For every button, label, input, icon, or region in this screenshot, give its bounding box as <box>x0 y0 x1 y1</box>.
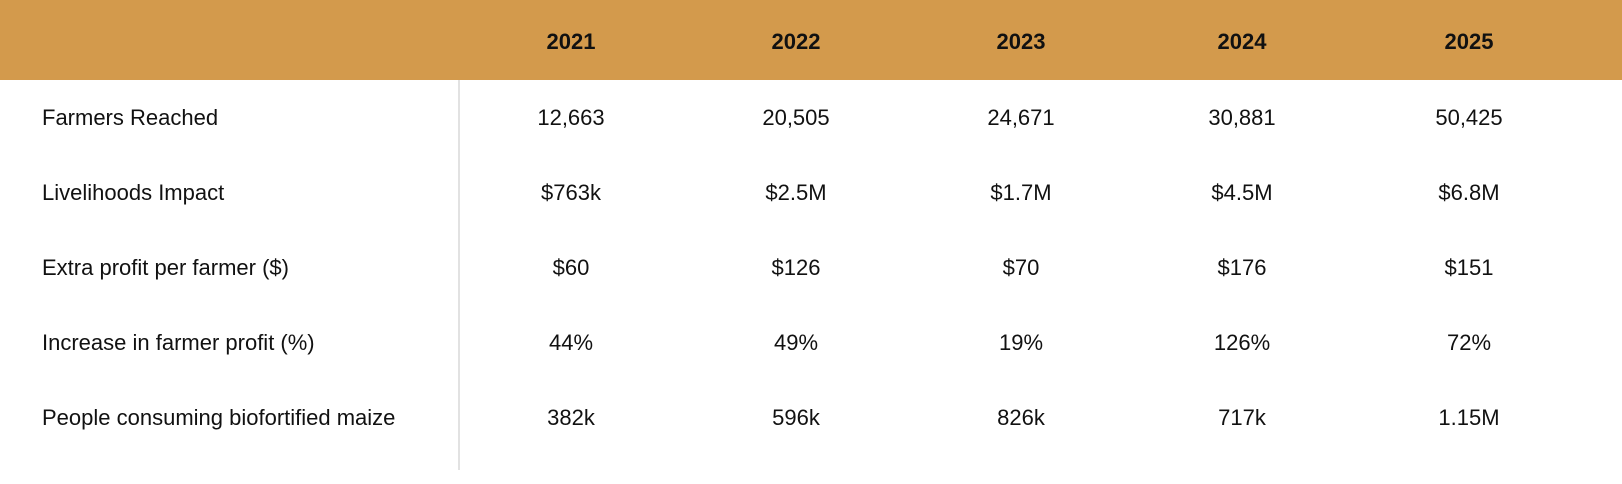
table-cell: $6.8M <box>1438 180 1500 205</box>
column-header-2024: 2024 <box>1217 29 1267 54</box>
row-label: Extra profit per farmer ($) <box>42 255 289 280</box>
row-label: Livelihoods Impact <box>42 180 225 205</box>
table-cell: 30,881 <box>1208 105 1276 130</box>
table-cell: $763k <box>541 180 601 205</box>
column-header-2022: 2022 <box>771 29 821 54</box>
table-cell: 1.15M <box>1438 405 1500 430</box>
table-row: People consuming biofortified maize 382k 5… <box>0 380 1622 455</box>
table-cell: 126% <box>1213 330 1271 355</box>
table-cell: 72% <box>1446 330 1492 355</box>
column-divider <box>458 80 460 470</box>
table-cell: $70 <box>1002 255 1040 280</box>
table-cell: 19% <box>998 330 1044 355</box>
table-cell: 12,663 <box>537 105 605 130</box>
table-cell: $2.5M <box>765 180 827 205</box>
table-cell: $151 <box>1444 255 1494 280</box>
table-cell: 826k <box>997 405 1045 430</box>
table-cell: 49% <box>773 330 819 355</box>
row-label: Increase in farmer profit (%) <box>42 330 315 355</box>
table-cell: $4.5M <box>1211 180 1273 205</box>
table-cell: $60 <box>552 255 590 280</box>
table-row: Extra profit per farmer ($) $60 $126 $70 $17… <box>0 230 1622 305</box>
table-row: Farmers Reached 12,663 20,505 24,671 30,881 5… <box>0 80 1622 155</box>
table-cell: $176 <box>1217 255 1267 280</box>
row-label: Farmers Reached <box>42 105 219 130</box>
column-header-2021: 2021 <box>546 29 596 54</box>
table-cell: 44% <box>548 330 594 355</box>
table-row: Livelihoods Impact $763k $2.5M $1.7M $4.5M $6… <box>0 155 1622 230</box>
row-label: People consuming biofortified maize <box>42 405 396 430</box>
table-cell: 596k <box>772 405 820 430</box>
table-cell: 24,671 <box>987 105 1055 130</box>
table-cell: 50,425 <box>1435 105 1503 130</box>
column-header-2023: 2023 <box>996 29 1046 54</box>
table-cell: $1.7M <box>990 180 1052 205</box>
column-header-2025: 2025 <box>1444 29 1494 54</box>
table-cell: 717k <box>1218 405 1266 430</box>
table-cell: 382k <box>547 405 595 430</box>
table-cell: 20,505 <box>762 105 830 130</box>
table-row: Increase in farmer profit (%) 44% 49% 19% 12… <box>0 305 1622 380</box>
table-cell: $126 <box>771 255 821 280</box>
table-header: 2021 2022 2023 2024 2025 <box>0 0 1622 80</box>
